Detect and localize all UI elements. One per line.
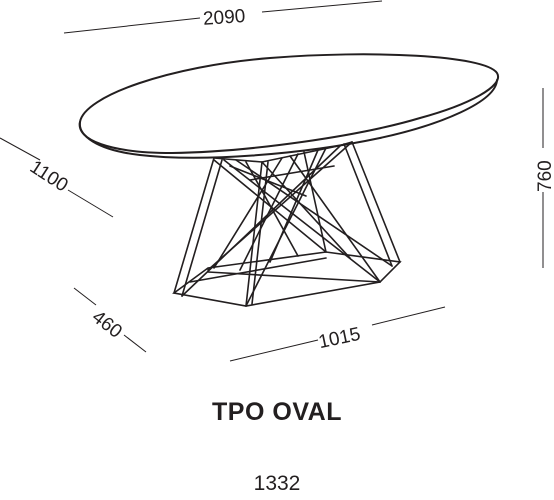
dimension-line-base-width-left <box>229 339 319 362</box>
dimension-line-width-lower <box>67 189 114 218</box>
base-top-ring <box>213 141 353 163</box>
dimension-line-length-right <box>261 0 383 13</box>
dimension-line-base-width-right <box>371 306 446 326</box>
dimension-height: 760 <box>535 88 554 268</box>
base-rod <box>223 159 381 283</box>
dimension-base-depth: 460 <box>73 287 147 353</box>
base-leg <box>351 141 401 263</box>
product-code: 1332 <box>253 472 301 495</box>
base-rod <box>245 147 327 307</box>
table-top-upper-edge <box>78 53 500 154</box>
dimension-label-width: 1100 <box>26 157 72 197</box>
dimension-line-base-depth-upper <box>73 287 97 306</box>
base-leg <box>173 157 215 294</box>
table-top <box>78 53 500 159</box>
dimension-line-width-upper <box>0 137 41 161</box>
base-rod <box>229 165 307 197</box>
base-leg <box>343 143 393 267</box>
dimension-line-length-left <box>63 17 201 34</box>
dimension-width: 1100 <box>0 137 114 218</box>
dimension-label-base-width: 1015 <box>317 324 363 353</box>
dimension-line-base-depth-lower <box>123 334 147 353</box>
base-rod <box>249 165 335 181</box>
table-top-lower-edge <box>78 79 498 159</box>
base-leg <box>303 151 327 253</box>
base-rod <box>289 155 381 283</box>
dimension-base-width: 1015 <box>229 306 446 362</box>
base-rod <box>261 161 351 259</box>
base-leg <box>181 159 223 297</box>
dimension-label-length: 2090 <box>202 6 246 30</box>
base-rod <box>245 161 299 257</box>
wire-base <box>172 141 402 307</box>
dimension-length: 2090 <box>63 0 383 34</box>
base-bottom-inner-edge-2 <box>189 257 327 283</box>
dimension-label-height: 760 <box>535 160 554 192</box>
product-title: TPO OVAL <box>212 398 342 426</box>
base-rod <box>269 149 319 263</box>
dimension-label-base-depth: 460 <box>88 307 126 343</box>
